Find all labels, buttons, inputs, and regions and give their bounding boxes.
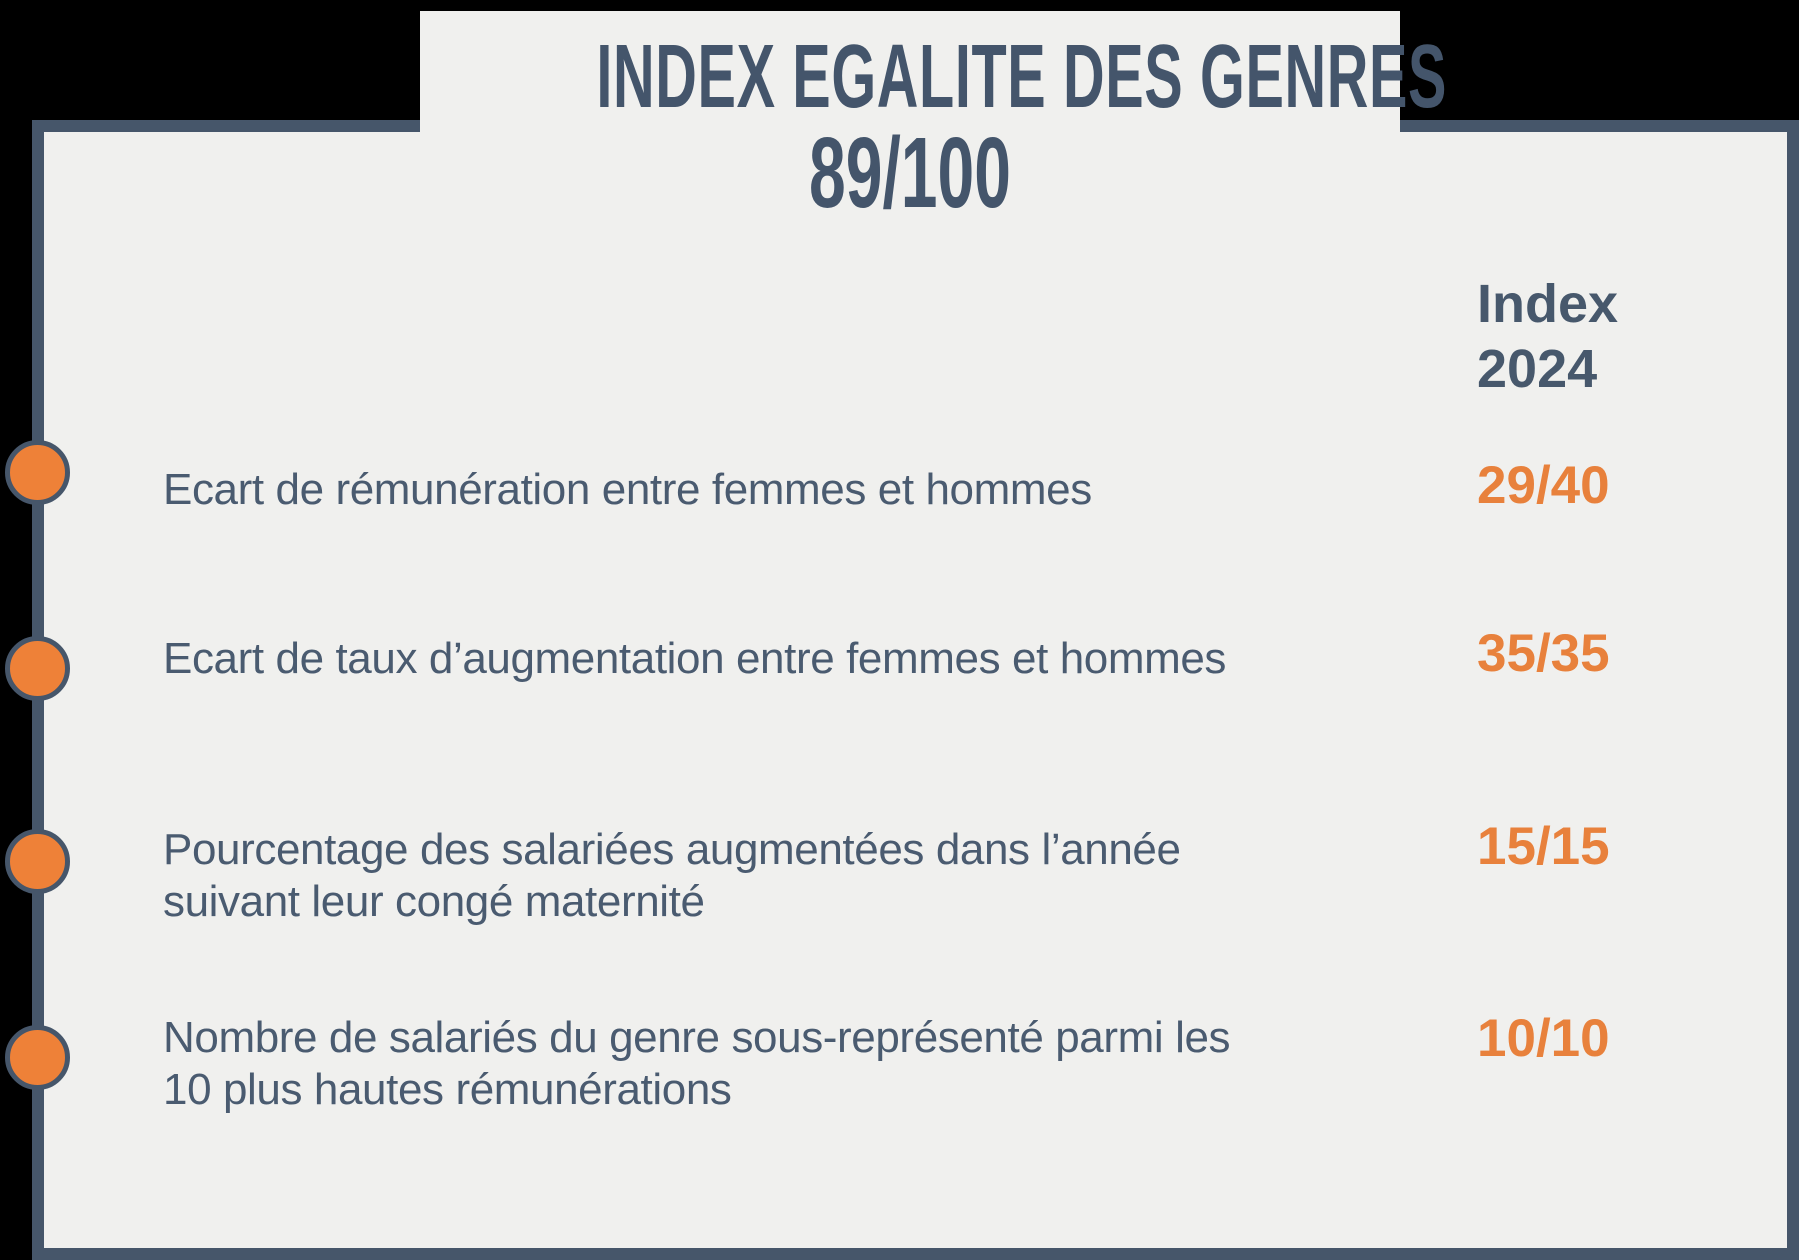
row-label-remuneration: Ecart de rémunération entre femmes et ho… [163, 465, 1092, 514]
bullet-circle-icon [5, 829, 70, 894]
title-box: INDEX EGALITE DES GENRES 89/100 [420, 11, 1448, 229]
bullet-circle-icon [5, 636, 70, 701]
row-score-hautes-remunerations: 10/10 [1477, 1009, 1610, 1068]
row-label-hautes-remunerations: Nombre de salariés du genre sous-représe… [163, 1013, 1231, 1114]
column-header-line2: 2024 [1477, 339, 1598, 399]
row-score-conge-maternite: 15/15 [1477, 817, 1610, 876]
index-card [32, 120, 1799, 1260]
row-score-remuneration: 29/40 [1477, 456, 1610, 515]
bullet-circle-icon [5, 440, 70, 505]
page-title: INDEX EGALITE DES GENRES [596, 27, 1448, 127]
row-label-augmentation: Ecart de taux d’augmentation entre femme… [163, 634, 1227, 683]
row-label-conge-maternite: Pourcentage des salariées augmentées dan… [163, 825, 1181, 926]
column-header-line1: Index [1477, 274, 1619, 334]
row-score-augmentation: 35/35 [1477, 624, 1610, 683]
column-header-index-2024: Index 2024 [1477, 272, 1618, 402]
overall-score: 89/100 [809, 117, 1011, 229]
bullet-circle-icon [5, 1025, 70, 1090]
